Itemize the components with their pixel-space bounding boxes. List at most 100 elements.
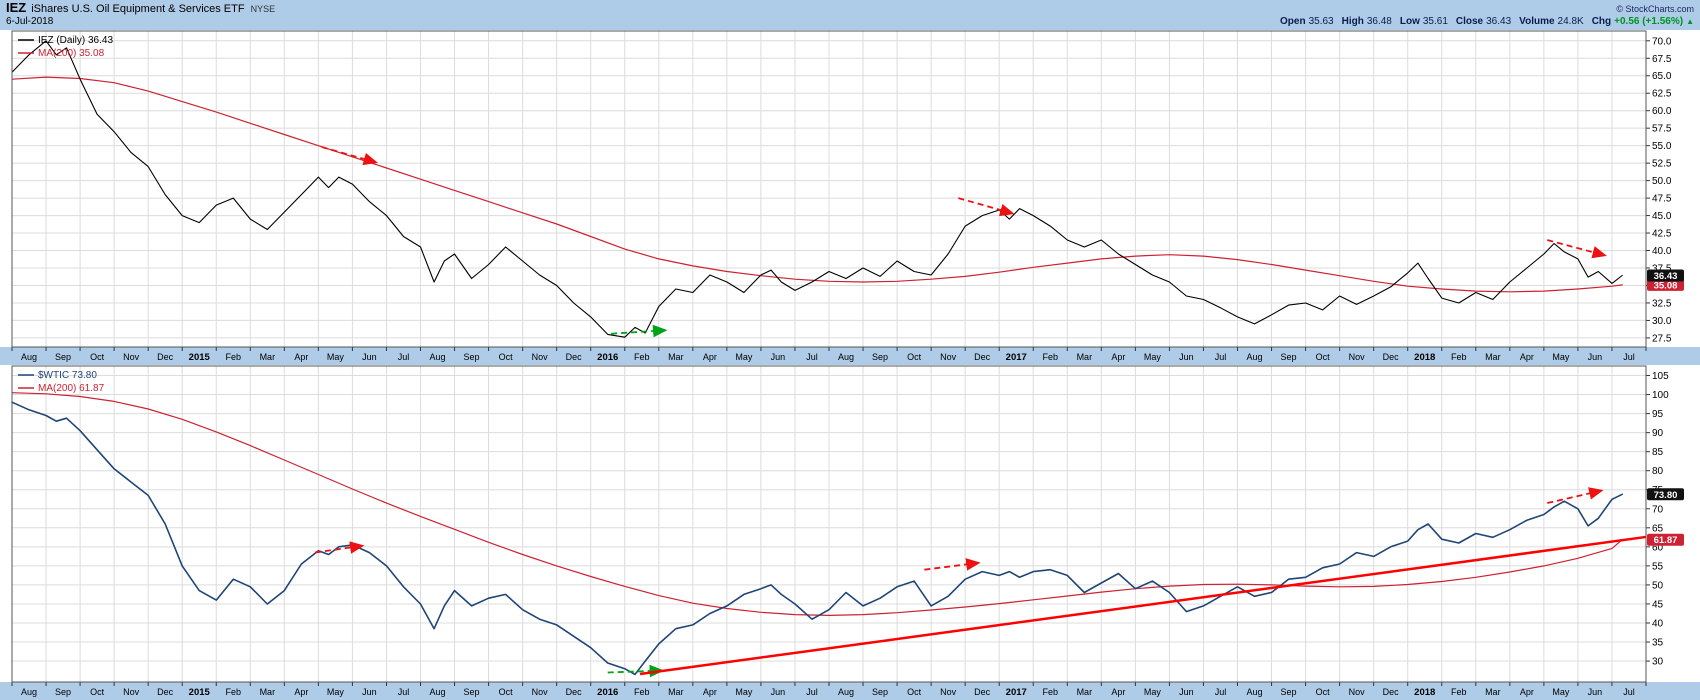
quote-volume-value: 24.8K	[1557, 16, 1584, 27]
x-axis-label: Jun	[771, 687, 786, 697]
y-axis-label: 105	[1652, 371, 1669, 382]
x-axis-label: Aug	[430, 352, 446, 362]
ticker-symbol: IEZ	[6, 0, 27, 15]
x-axis-label: Aug	[838, 687, 854, 697]
y-axis-label: 40.0	[1652, 246, 1672, 257]
x-axis-label: Nov	[940, 687, 957, 697]
x-axis-label: May	[1144, 352, 1162, 362]
quote-low-value: 35.61	[1422, 16, 1448, 27]
quote-low-label: Low	[1399, 16, 1420, 27]
x-axis-label: Jul	[1623, 352, 1635, 362]
x-axis-label: Mar	[260, 352, 276, 362]
x-axis-label: Sep	[55, 352, 71, 362]
y-axis-label: 32.5	[1652, 298, 1672, 309]
x-axis-label: Oct	[499, 352, 514, 362]
chart-header: IEZ iShares U.S. Oil Equipment & Services…	[0, 0, 1700, 30]
x-axis-label: Sep	[872, 687, 888, 697]
x-axis-label: Oct	[1316, 687, 1331, 697]
iez-price-chart: Aug Sep Oct Nov Dec 2015 Feb Mar Apr May Jun Jul Aug…	[0, 30, 1700, 365]
x-axis-label: May	[1144, 687, 1162, 697]
green-arrow-annotation	[607, 664, 664, 678]
y-axis-label: 57.5	[1652, 124, 1672, 135]
y-axis-label: 27.5	[1652, 333, 1672, 344]
last-price-tag	[1647, 533, 1684, 546]
x-axis-label: 2016	[597, 352, 618, 363]
y-axis-label: 55.0	[1652, 141, 1672, 152]
y-axis-label: 65	[1652, 523, 1664, 534]
trendline-annotation	[639, 535, 1647, 676]
last-price-tag	[1647, 269, 1684, 282]
y-axis-label: 95	[1652, 409, 1664, 420]
x-axis-label: Feb	[634, 352, 650, 362]
x-axis-strip	[0, 347, 1700, 365]
x-axis-label: Sep	[464, 687, 480, 697]
x-axis-label: Dec	[566, 352, 583, 362]
x-axis-label: Jun	[1588, 352, 1603, 362]
x-axis-label: Dec	[157, 352, 174, 362]
quote-chg-label: Chg	[1591, 16, 1612, 27]
x-axis-label: Jul	[398, 687, 410, 697]
last-price-tag-label: 61.87	[1654, 535, 1678, 546]
y-axis-label: 47.5	[1652, 194, 1672, 205]
x-axis-label: Mar	[1077, 687, 1093, 697]
x-axis-label: Apr	[294, 352, 308, 362]
y-axis-label: 60.0	[1652, 106, 1672, 117]
x-axis-label: Apr	[1111, 687, 1125, 697]
x-axis-label: Jul	[1215, 687, 1227, 697]
last-price-tag	[1647, 278, 1684, 291]
quote-volume-label: Volume	[1519, 16, 1555, 27]
x-axis-label: Mar	[260, 687, 276, 697]
y-axis-label: 42.5	[1652, 229, 1672, 240]
x-axis-label: 2017	[1006, 352, 1027, 363]
x-axis-label: 2016	[597, 687, 618, 698]
legend-label: MA(200) 35.08	[38, 48, 105, 59]
x-axis-label: Nov	[1349, 352, 1366, 362]
x-axis-label: Jun	[362, 352, 377, 362]
x-axis-label: Oct	[90, 687, 105, 697]
chart-date: 6-Jul-2018	[6, 16, 54, 27]
x-axis-label: Oct	[499, 687, 514, 697]
x-axis-label: Sep	[872, 352, 888, 362]
instrument-title: IEZ iShares U.S. Oil Equipment & Services…	[6, 1, 275, 16]
x-axis-label: Jul	[806, 352, 818, 362]
x-axis-label: Dec	[157, 687, 174, 697]
x-axis-label: Feb	[226, 352, 242, 362]
x-axis-label: Nov	[123, 687, 140, 697]
quote-open-label: Open	[1280, 16, 1306, 27]
wtic-price-chart: Aug Sep Oct Nov Dec 2015 Feb Mar Apr May Jun Jul Aug…	[0, 365, 1700, 700]
exchange-label: NYSE	[250, 4, 276, 14]
plot-border	[11, 30, 1647, 348]
y-axis-label: 50.0	[1652, 176, 1672, 187]
change-up-icon: ▲	[1686, 17, 1694, 26]
instrument-name: iShares U.S. Oil Equipment & Services ET…	[31, 3, 245, 15]
x-axis-label: Feb	[1451, 352, 1467, 362]
y-axis-label: 70.0	[1652, 36, 1672, 47]
x-axis-label: May	[1552, 352, 1570, 362]
y-axis-label: 67.5	[1652, 54, 1672, 65]
x-axis-label: 2015	[189, 687, 211, 698]
quote-row: 6-Jul-2018 Open 35.63 High 36.48 Low 35.61 Clo…	[6, 15, 1694, 29]
x-axis-label: Mar	[1485, 352, 1501, 362]
y-axis-label: 35	[1652, 638, 1664, 649]
quote-chg-value: +0.56 (+1.56%)	[1614, 16, 1684, 27]
wtic-chart-panel: Aug Sep Oct Nov Dec 2015 Feb Mar Apr May Jun Jul Aug…	[0, 365, 1700, 700]
x-axis-label: Jul	[398, 352, 410, 362]
iez-price-line	[11, 40, 1623, 338]
x-axis-label: Feb	[226, 687, 242, 697]
x-axis-label: May	[327, 352, 345, 362]
x-axis-label: Dec	[566, 687, 583, 697]
last-price-tag	[1647, 488, 1684, 501]
red-arrow-annotation	[314, 541, 365, 554]
x-axis-label: Apr	[703, 687, 717, 697]
x-axis-label: Feb	[634, 687, 650, 697]
x-axis-label: Nov	[1349, 687, 1366, 697]
plot-border	[11, 365, 1647, 683]
x-axis-label: Sep	[1281, 352, 1297, 362]
x-axis-label: Apr	[1520, 687, 1534, 697]
x-axis-label: Apr	[1520, 352, 1534, 362]
x-axis-label: Feb	[1451, 687, 1467, 697]
x-axis-label: Nov	[940, 352, 957, 362]
iez-chart-panel: Aug Sep Oct Nov Dec 2015 Feb Mar Apr May Jun Jul Aug…	[0, 30, 1700, 365]
y-axis-label: 70	[1652, 504, 1664, 515]
